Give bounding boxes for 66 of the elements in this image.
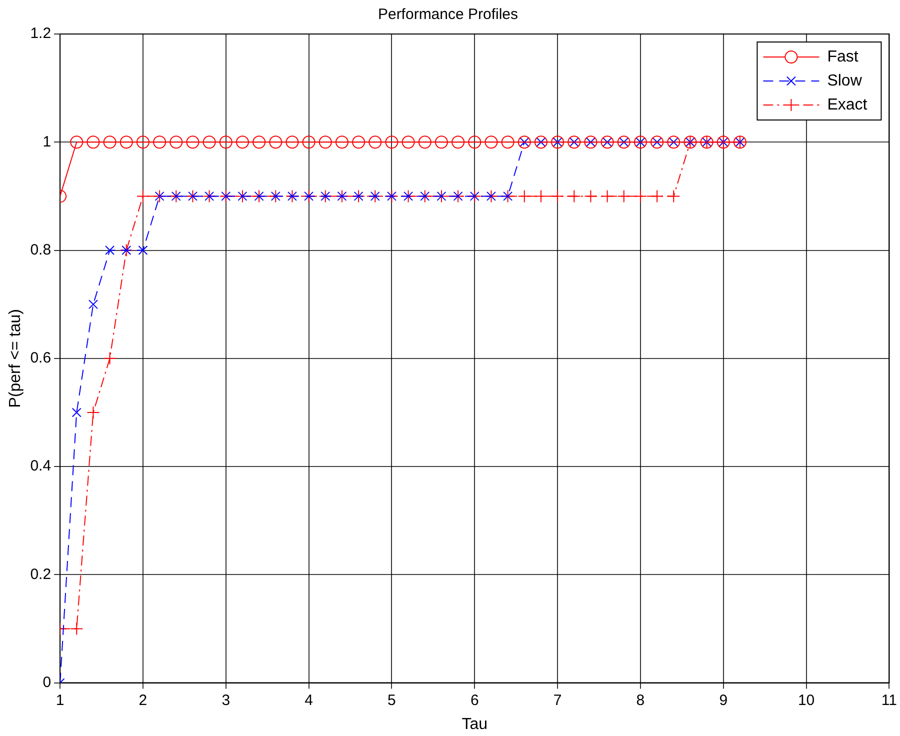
x-tick-label: 6 <box>470 692 479 709</box>
x-tick-label: 4 <box>304 692 313 709</box>
point <box>534 190 548 203</box>
point <box>634 190 647 203</box>
point <box>518 190 531 203</box>
point <box>86 136 100 149</box>
x-tick-label: 5 <box>388 692 396 709</box>
point <box>617 190 630 203</box>
point <box>153 136 166 149</box>
point <box>551 190 564 203</box>
y-tick-label: 0.4 <box>30 458 52 475</box>
point <box>236 136 249 149</box>
point <box>302 136 316 149</box>
x-tick-label: 9 <box>719 692 728 709</box>
y-tick-label: 0.8 <box>30 241 52 258</box>
x-tick-label: 3 <box>222 692 230 709</box>
point <box>72 408 82 418</box>
y-tick-label: 0.6 <box>30 350 52 367</box>
point <box>385 136 398 149</box>
point <box>286 136 299 149</box>
x-tick-label: 7 <box>553 692 562 709</box>
legend-label: Exact <box>827 96 868 114</box>
point <box>170 136 183 149</box>
legend-label: Fast <box>827 48 859 66</box>
point <box>501 136 514 149</box>
point <box>88 300 98 310</box>
point <box>202 136 216 149</box>
point <box>650 190 664 203</box>
y-tick-label: 0 <box>42 674 52 691</box>
point <box>138 246 148 256</box>
point <box>318 136 332 149</box>
chart-title: Performance Profiles <box>378 6 518 24</box>
point <box>452 136 465 149</box>
x-tick-label: 10 <box>798 692 815 709</box>
point <box>103 352 116 365</box>
point <box>434 136 448 149</box>
point <box>418 136 432 149</box>
point <box>105 246 115 256</box>
point <box>335 136 348 149</box>
point <box>70 136 84 149</box>
point <box>219 136 232 149</box>
y-axis-title: P(perf <= tau) <box>7 309 24 408</box>
point <box>70 622 84 636</box>
point <box>568 190 581 203</box>
x-tick-label: 8 <box>636 692 645 709</box>
point <box>186 136 200 149</box>
y-tick-label: 0.2 <box>30 566 52 583</box>
legend-label: Slow <box>827 72 862 90</box>
point <box>402 136 415 149</box>
point <box>368 136 382 149</box>
y-tick-label: 1.2 <box>30 25 52 42</box>
point <box>136 136 150 149</box>
point <box>484 136 498 149</box>
point <box>352 136 366 149</box>
x-tick-label: 11 <box>881 692 898 709</box>
point <box>136 190 150 203</box>
x-tick-label: 2 <box>138 692 148 709</box>
point <box>120 136 133 149</box>
point <box>468 136 482 149</box>
point <box>600 190 614 203</box>
point <box>252 136 266 149</box>
point <box>103 136 116 149</box>
y-tick-label: 1 <box>42 133 52 150</box>
x-tick-label: 1 <box>56 692 64 709</box>
x-axis-title: Tau <box>462 716 488 733</box>
point <box>269 136 282 149</box>
